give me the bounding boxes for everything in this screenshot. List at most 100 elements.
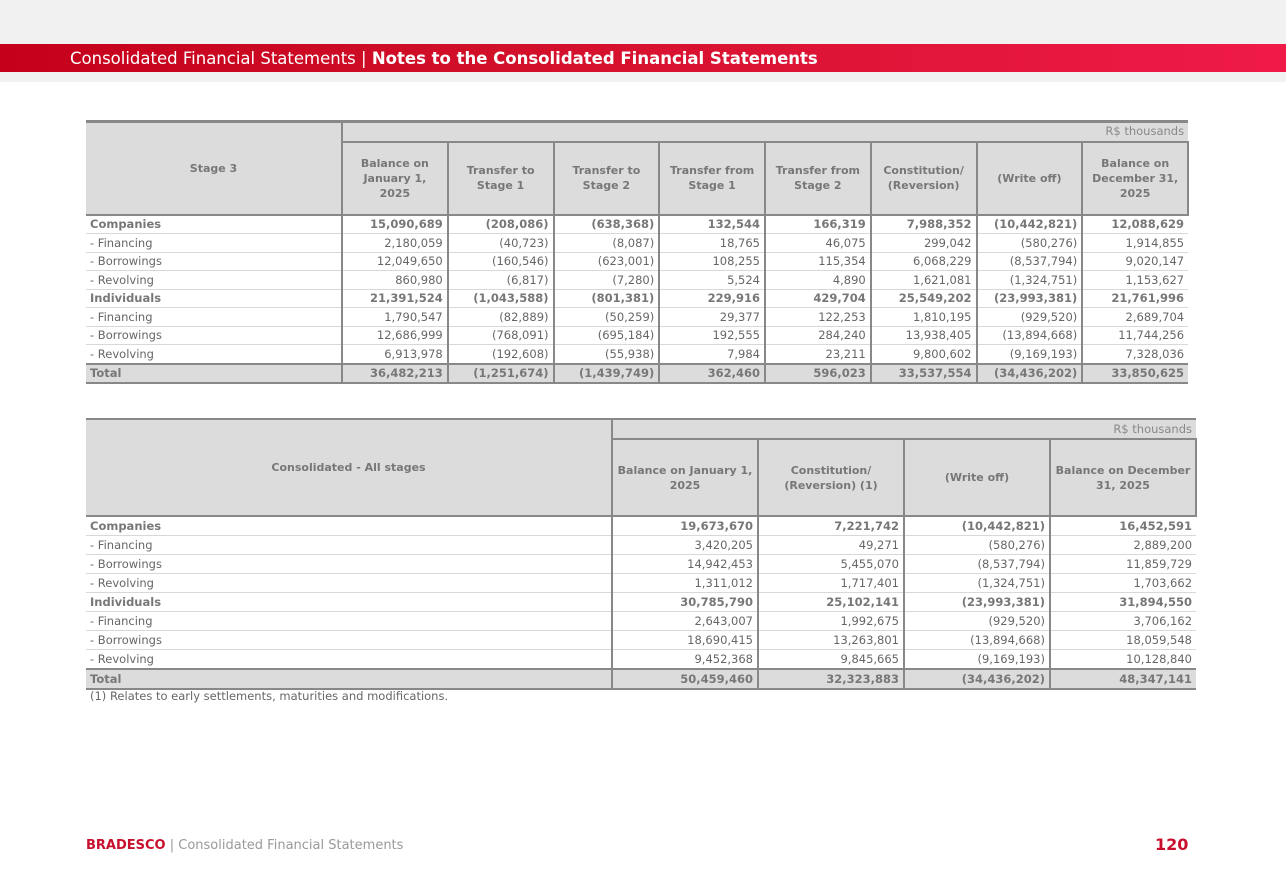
cell-value: 4,890 (764, 270, 871, 290)
cell-value: (929,520) (903, 611, 1050, 631)
cell-value: 10,128,840 (1048, 649, 1197, 670)
cell-value: 9,020,147 (1081, 252, 1189, 271)
cell-value: (40,723) (446, 233, 554, 253)
table-row: Total 36,482,213 (1,251,674) (1,439,749) 362… (86, 362, 1189, 384)
section-header-bar: Consolidated Financial Statements | Note… (0, 44, 1286, 72)
row-label: - Borrowings (86, 554, 612, 574)
row-label: - Financing (86, 611, 612, 631)
row-label: Companies (86, 516, 612, 536)
cell-value: 11,859,729 (1048, 554, 1197, 574)
cell-value: 3,706,162 (1048, 611, 1197, 631)
row-label: Individuals (86, 289, 342, 308)
column-header: Transfer from Stage 2 (764, 140, 872, 216)
table-row: - Financing 1,790,547 (82,889) (50,259) 29,3… (86, 307, 1189, 327)
cell-value: 14,942,453 (611, 554, 758, 574)
stage3-table: Stage 3 R$ thousands Balance on January 1… (86, 120, 1190, 384)
cell-value: 2,889,200 (1048, 535, 1197, 555)
row-label: - Borrowings (86, 326, 342, 345)
cell-value: 299,042 (869, 233, 977, 253)
column-header: Transfer from Stage 1 (658, 140, 766, 216)
cell-value: 1,992,675 (757, 611, 904, 631)
cell-value: (23,993,381) (903, 592, 1050, 612)
column-header: Balance on December 31, 2025 (1048, 438, 1198, 517)
cell-value: (9,169,193) (975, 344, 1083, 364)
row-label: Total (86, 668, 612, 690)
table-row: - Financing 3,420,205 49,271 (580,276) 2,889… (86, 535, 1197, 555)
cell-value: 1,311,012 (611, 573, 758, 593)
cell-value: 596,023 (764, 362, 871, 384)
column-header: Balance on January 1, 2025 (611, 438, 759, 517)
cell-value: (55,938) (552, 344, 660, 364)
cell-value: (1,251,674) (446, 362, 554, 384)
units-label: R$ thousands (340, 120, 1189, 143)
cell-value: 31,894,550 (1048, 592, 1197, 612)
cell-value: (695,184) (552, 326, 660, 345)
cell-value: 1,153,627 (1081, 270, 1189, 290)
cell-value: 7,984 (658, 344, 765, 364)
row-label: - Revolving (86, 270, 342, 290)
cell-value: (10,442,821) (903, 516, 1050, 536)
cell-value: (6,817) (446, 270, 554, 290)
cell-value: 18,059,548 (1048, 630, 1197, 650)
cell-value: 7,988,352 (869, 214, 977, 234)
cell-value: 5,455,070 (757, 554, 904, 574)
cell-value: 11,744,256 (1081, 326, 1189, 345)
cell-value: 19,673,670 (611, 516, 758, 536)
row-label: - Financing (86, 535, 612, 555)
row-label: Companies (86, 214, 342, 234)
cell-value: (580,276) (903, 535, 1050, 555)
cell-value: 12,049,650 (341, 252, 448, 271)
cell-value: (160,546) (446, 252, 554, 271)
table-row: - Financing 2,643,007 1,992,675 (929,520) 3,… (86, 611, 1197, 631)
separator: | (355, 49, 372, 68)
table-row: - Borrowings 18,690,415 13,263,801 (13,894,… (86, 630, 1197, 650)
table-row: Total 50,459,460 32,323,883 (34,436,202) 48,… (86, 668, 1197, 690)
cell-value: (1,324,751) (903, 573, 1050, 593)
cell-value: 48,347,141 (1048, 668, 1197, 690)
cell-value: (7,280) (552, 270, 660, 290)
row-label: - Financing (86, 233, 342, 253)
cell-value: (10,442,821) (975, 214, 1083, 234)
cell-value: (9,169,193) (903, 649, 1050, 670)
cell-value: (623,001) (552, 252, 660, 271)
cell-value: 36,482,213 (341, 362, 448, 384)
cell-value: 229,916 (658, 289, 765, 308)
page-number: 120 (1155, 835, 1189, 854)
cell-value: 108,255 (658, 252, 765, 271)
cell-value: 15,090,689 (341, 214, 448, 234)
cell-value: (192,608) (446, 344, 554, 364)
cell-value: 2,180,059 (341, 233, 448, 253)
cell-value: (34,436,202) (975, 362, 1083, 384)
cell-value: 284,240 (764, 326, 871, 345)
cell-value: 9,845,665 (757, 649, 904, 670)
cell-value: 1,790,547 (341, 307, 448, 327)
table-row: - Revolving 9,452,368 9,845,665 (9,169,193)… (86, 649, 1197, 670)
all-stages-table: Consolidated - All stages R$ thousands Ba… (86, 418, 1198, 690)
column-header: Balance on December 31, 2025 (1081, 140, 1190, 216)
row-label: - Borrowings (86, 630, 612, 650)
brand-name: BRADESCO (86, 838, 166, 853)
table-row: - Borrowings 14,942,453 5,455,070 (8,537,79… (86, 554, 1197, 574)
cell-value: (1,043,588) (446, 289, 554, 308)
cell-value: 192,555 (658, 326, 765, 345)
top-margin (0, 0, 1286, 44)
row-label: - Revolving (86, 573, 612, 593)
section-title: Consolidated Financial Statements (70, 49, 356, 68)
cell-value: (13,894,668) (903, 630, 1050, 650)
row-label: - Revolving (86, 344, 342, 364)
cell-value: 32,323,883 (757, 668, 904, 690)
table-row: Individuals 21,391,524 (1,043,588) (801,381… (86, 289, 1189, 308)
cell-value: 18,690,415 (611, 630, 758, 650)
cell-value: (1,324,751) (975, 270, 1083, 290)
cell-value: 2,689,704 (1081, 307, 1189, 327)
table-row: - Revolving 860,980 (6,817) (7,280) 5,524 4,8… (86, 270, 1189, 290)
table-row: Companies 19,673,670 7,221,742 (10,442,821)… (86, 516, 1197, 536)
cell-value: 33,850,625 (1081, 362, 1189, 384)
cell-value: 1,621,081 (869, 270, 977, 290)
cell-value: (768,091) (446, 326, 554, 345)
cell-value: (580,276) (975, 233, 1083, 253)
cell-value: (929,520) (975, 307, 1083, 327)
cell-value: 12,686,999 (341, 326, 448, 345)
table-title: Consolidated - All stages (86, 418, 613, 517)
cell-value: 23,211 (764, 344, 871, 364)
